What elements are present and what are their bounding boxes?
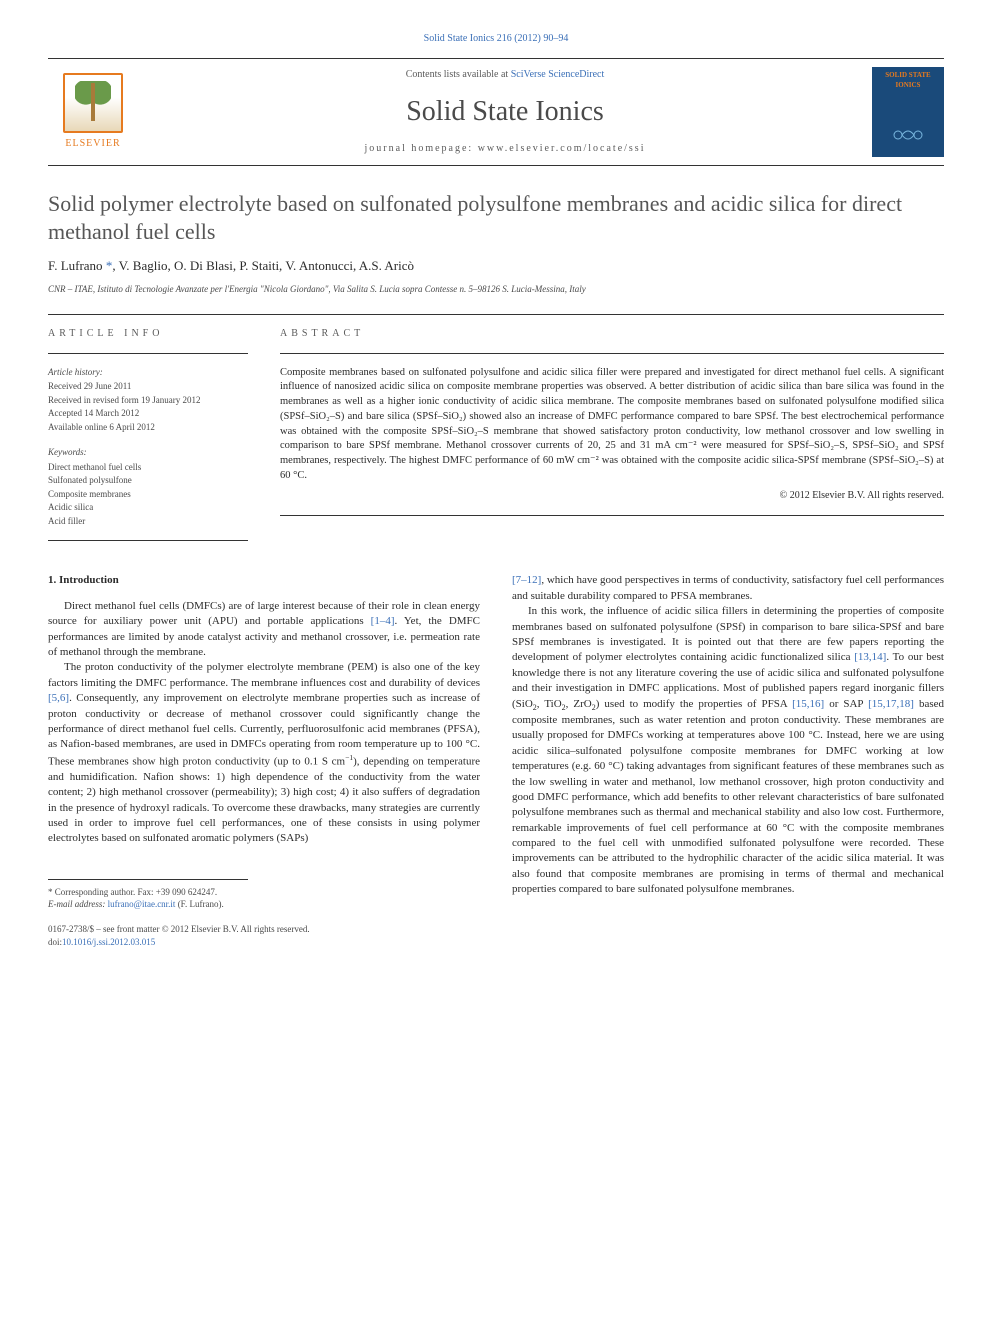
doi-prefix: doi: xyxy=(48,937,62,947)
authors-line: F. Lufrano *, V. Baglio, O. Di Blasi, P.… xyxy=(48,257,944,275)
elsevier-tree-icon xyxy=(63,73,123,133)
paragraph: Direct methanol fuel cells (DMFCs) are o… xyxy=(48,599,480,661)
keyword: Composite membranes xyxy=(48,488,248,502)
body-column-right: [7–12], which have good perspectives in … xyxy=(512,573,944,948)
divider xyxy=(48,353,248,354)
paragraph: In this work, the influence of acidic si… xyxy=(512,604,944,897)
doi-line: doi:10.1016/j.ssi.2012.03.015 xyxy=(48,936,480,949)
reference-link[interactable]: [5,6] xyxy=(48,692,69,704)
reference-link[interactable]: [7–12] xyxy=(512,574,541,586)
keyword: Acidic silica xyxy=(48,501,248,515)
contents-line: Contents lists available at SciVerse Sci… xyxy=(138,68,872,82)
paragraph: [7–12], which have good perspectives in … xyxy=(512,573,944,604)
reference-link[interactable]: [1–4] xyxy=(371,615,395,627)
article-info-column: article info Article history: Received 2… xyxy=(48,327,248,554)
paragraph: The proton conductivity of the polymer e… xyxy=(48,660,480,846)
sciencedirect-link[interactable]: SciVerse ScienceDirect xyxy=(511,69,605,80)
keywords-label: Keywords: xyxy=(48,446,248,459)
journal-title: Solid State Ionics xyxy=(138,92,872,131)
corresponding-author-footer: * Corresponding author. Fax: +39 090 624… xyxy=(48,879,248,911)
journal-homepage: journal homepage: www.elsevier.com/locat… xyxy=(138,142,872,156)
header-center: Contents lists available at SciVerse Sci… xyxy=(138,68,872,155)
divider xyxy=(280,515,944,516)
reference-link[interactable]: [13,14] xyxy=(854,651,886,663)
cover-title: SOLID STATE IONICS xyxy=(876,71,940,91)
abstract-copyright: © 2012 Elsevier B.V. All rights reserved… xyxy=(280,489,944,503)
reference-link[interactable]: [15,16] xyxy=(792,698,824,710)
body-text: [7–12], which have good perspectives in … xyxy=(512,573,944,897)
info-abstract-row: article info Article history: Received 2… xyxy=(48,327,944,554)
divider xyxy=(48,540,248,541)
abstract-column: abstract Composite membranes based on su… xyxy=(280,327,944,554)
email-line: E-mail address: lufrano@itae.cnr.it (F. … xyxy=(48,898,248,911)
body-columns: 1. Introduction Direct methanol fuel cel… xyxy=(48,573,944,948)
publisher-name: ELSEVIER xyxy=(65,137,120,151)
journal-cover-thumbnail: SOLID STATE IONICS xyxy=(872,67,944,157)
keyword: Acid filler xyxy=(48,515,248,529)
body-column-left: 1. Introduction Direct methanol fuel cel… xyxy=(48,573,480,948)
publisher-logo: ELSEVIER xyxy=(48,67,138,157)
journal-citation: Solid State Ionics 216 (2012) 90–94 xyxy=(48,32,944,46)
article-title: Solid polymer electrolyte based on sulfo… xyxy=(48,190,944,245)
history-line: Received in revised form 19 January 2012 xyxy=(48,394,248,408)
journal-header: ELSEVIER Contents lists available at Sci… xyxy=(48,58,944,166)
corr-author-line: * Corresponding author. Fax: +39 090 624… xyxy=(48,886,248,899)
doi-link[interactable]: 10.1016/j.ssi.2012.03.015 xyxy=(62,937,155,947)
cover-art-icon xyxy=(888,125,928,145)
corresponding-marker-icon: * xyxy=(106,258,113,273)
history-line: Available online 6 April 2012 xyxy=(48,421,248,435)
article-info-label: article info xyxy=(48,327,248,341)
section-heading-intro: 1. Introduction xyxy=(48,573,480,588)
reference-link[interactable]: [15,17,18] xyxy=(868,698,914,710)
authors-text: F. Lufrano *, V. Baglio, O. Di Blasi, P.… xyxy=(48,258,414,273)
divider xyxy=(48,314,944,315)
history-line: Accepted 14 March 2012 xyxy=(48,407,248,421)
body-text: Direct methanol fuel cells (DMFCs) are o… xyxy=(48,599,480,847)
affiliation: CNR – ITAE, Istituto di Tecnologie Avanz… xyxy=(48,283,944,296)
contents-prefix: Contents lists available at xyxy=(406,69,511,80)
divider xyxy=(280,353,944,354)
article-history-block: Article history: Received 29 June 2011 R… xyxy=(48,366,248,435)
keyword: Direct methanol fuel cells xyxy=(48,461,248,475)
history-line: Received 29 June 2011 xyxy=(48,380,248,394)
issn-line: 0167-2738/$ – see front matter © 2012 El… xyxy=(48,923,480,936)
history-label: Article history: xyxy=(48,366,248,379)
bottom-meta: 0167-2738/$ – see front matter © 2012 El… xyxy=(48,923,480,948)
keywords-block: Keywords: Direct methanol fuel cells Sul… xyxy=(48,446,248,528)
abstract-label: abstract xyxy=(280,327,944,341)
email-label: E-mail address: xyxy=(48,899,108,909)
email-link[interactable]: lufrano@itae.cnr.it xyxy=(108,899,176,909)
abstract-text: Composite membranes based on sulfonated … xyxy=(280,366,944,484)
keyword: Sulfonated polysulfone xyxy=(48,474,248,488)
email-suffix: (F. Lufrano). xyxy=(175,899,223,909)
